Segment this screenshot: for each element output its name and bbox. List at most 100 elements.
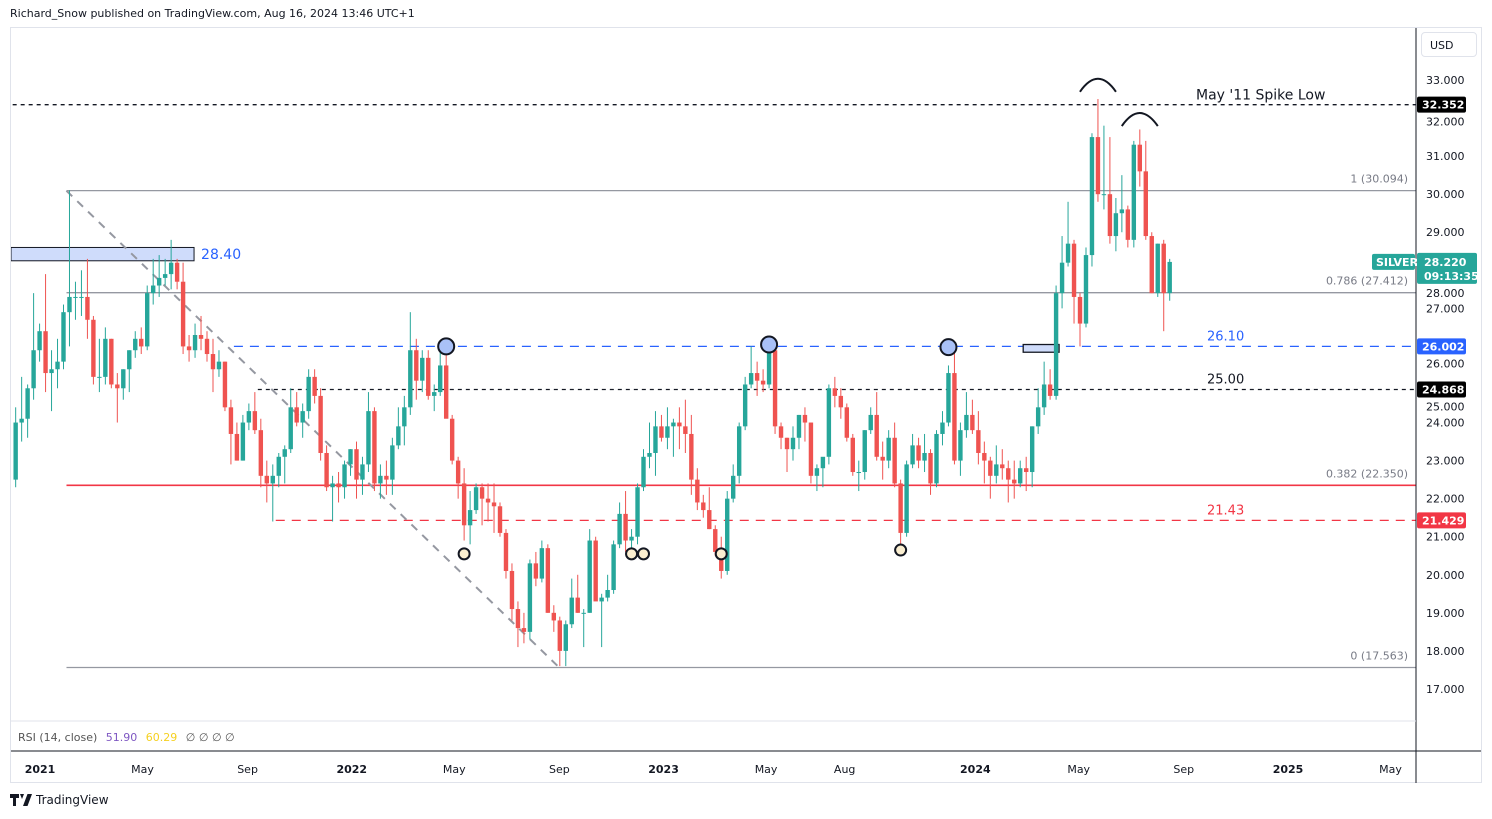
candle-body	[731, 475, 736, 499]
candle-body	[904, 464, 909, 533]
candle-body	[593, 540, 598, 602]
rsi-legend[interactable]: RSI (14, close) 51.90 60.29 ∅ ∅ ∅ ∅	[18, 731, 240, 744]
candle-body	[55, 361, 60, 370]
double-top-arc[interactable]	[1120, 112, 1159, 127]
brand-name: TradingView	[36, 793, 109, 807]
candle	[396, 407, 401, 450]
candle-body	[880, 456, 885, 461]
fib-label: 0.786 (27.412)	[1326, 275, 1408, 288]
double-top-arc[interactable]	[1079, 77, 1117, 93]
support-touch-marker[interactable]	[457, 547, 471, 561]
candle	[695, 468, 700, 511]
support-touch-marker[interactable]	[637, 547, 651, 561]
candle-body	[509, 570, 515, 610]
resistance-touch-marker[interactable]	[437, 337, 456, 356]
candle-body	[982, 452, 987, 461]
candle-body	[378, 475, 383, 484]
candle	[1149, 232, 1154, 294]
candle	[1065, 201, 1071, 267]
candle-body	[234, 433, 240, 461]
candle-body	[1041, 384, 1047, 408]
candle	[330, 475, 335, 522]
fib-label: 1 (30.094)	[1350, 173, 1408, 186]
candle	[701, 494, 706, 518]
candle-body	[701, 502, 706, 511]
candle-body	[420, 357, 425, 381]
candle	[832, 376, 838, 408]
candle-body	[91, 319, 96, 377]
downtrend-line[interactable]	[65, 190, 561, 669]
currency-button[interactable]: USD	[1421, 32, 1477, 57]
candle-body	[677, 422, 682, 427]
candle	[73, 281, 78, 320]
candle-body	[916, 445, 921, 461]
candle-body	[43, 331, 48, 374]
time-tick-label: 2025	[1273, 763, 1304, 776]
candle-body	[707, 510, 712, 530]
candle	[19, 376, 24, 442]
candle	[808, 422, 814, 484]
candle-body	[252, 411, 258, 431]
candle	[713, 525, 718, 556]
support-touch-marker[interactable]	[625, 547, 639, 561]
candle-body	[49, 369, 54, 374]
candle	[617, 502, 622, 549]
candle	[754, 361, 760, 396]
candle	[1095, 99, 1101, 202]
tradingview-logo[interactable]: TradingView	[10, 793, 109, 807]
level-label: May '11 Spike Low	[1196, 88, 1325, 104]
candle	[994, 445, 999, 484]
resistance-touch-marker[interactable]	[760, 335, 779, 354]
candle	[1077, 293, 1083, 347]
candle-body	[563, 624, 568, 651]
candle	[168, 239, 174, 290]
candle-body	[683, 426, 688, 434]
price-tag: 26.002	[1417, 338, 1466, 355]
candle-body	[533, 563, 539, 579]
candle-body	[1077, 296, 1083, 324]
candle-body	[946, 373, 951, 423]
candle	[1119, 175, 1125, 233]
candle	[784, 437, 790, 473]
support-touch-marker[interactable]	[894, 543, 908, 557]
resistance-touch-marker[interactable]	[939, 338, 958, 357]
candle-body	[503, 532, 509, 571]
candle-body	[742, 384, 748, 427]
candle	[856, 460, 861, 492]
price-axis[interactable]: 33.000 32.000 31.000 30.000 29.000 28.000 27.0…	[1426, 74, 1465, 696]
support-touch-marker[interactable]	[714, 547, 728, 561]
candle-body	[497, 506, 503, 533]
candle-body	[216, 361, 222, 370]
candle	[826, 384, 832, 465]
candle-body	[210, 354, 216, 370]
time-axis[interactable]: 2021 May Sep 2022 May Sep 2023 May Aug 2024 May Sep…	[25, 763, 1403, 776]
candle	[204, 331, 210, 362]
candle-body	[1101, 194, 1107, 196]
candle-body	[629, 536, 634, 541]
candle	[982, 441, 987, 484]
candle-body	[432, 392, 437, 396]
level-label: 21.43	[1207, 503, 1244, 518]
resistance-zone[interactable]	[11, 246, 195, 262]
candle	[348, 449, 353, 476]
candle-body	[1053, 293, 1059, 396]
price-tick-label: 26.000	[1426, 357, 1465, 370]
breakout-box[interactable]	[1022, 343, 1060, 353]
candle	[1041, 361, 1047, 415]
candle-body	[426, 357, 431, 396]
price-tick-label: 33.000	[1426, 74, 1465, 87]
time-tick-label: Sep	[549, 763, 570, 776]
candle-body	[1012, 479, 1017, 484]
candle-body	[605, 590, 610, 598]
candle	[420, 350, 425, 393]
candle	[162, 258, 168, 286]
candle	[467, 491, 473, 545]
candle-body	[940, 422, 945, 434]
tradingview-logo-icon	[10, 794, 32, 806]
candle-body	[174, 262, 180, 282]
candle-body	[970, 414, 975, 431]
candle	[31, 293, 36, 400]
candle-body	[13, 422, 18, 480]
